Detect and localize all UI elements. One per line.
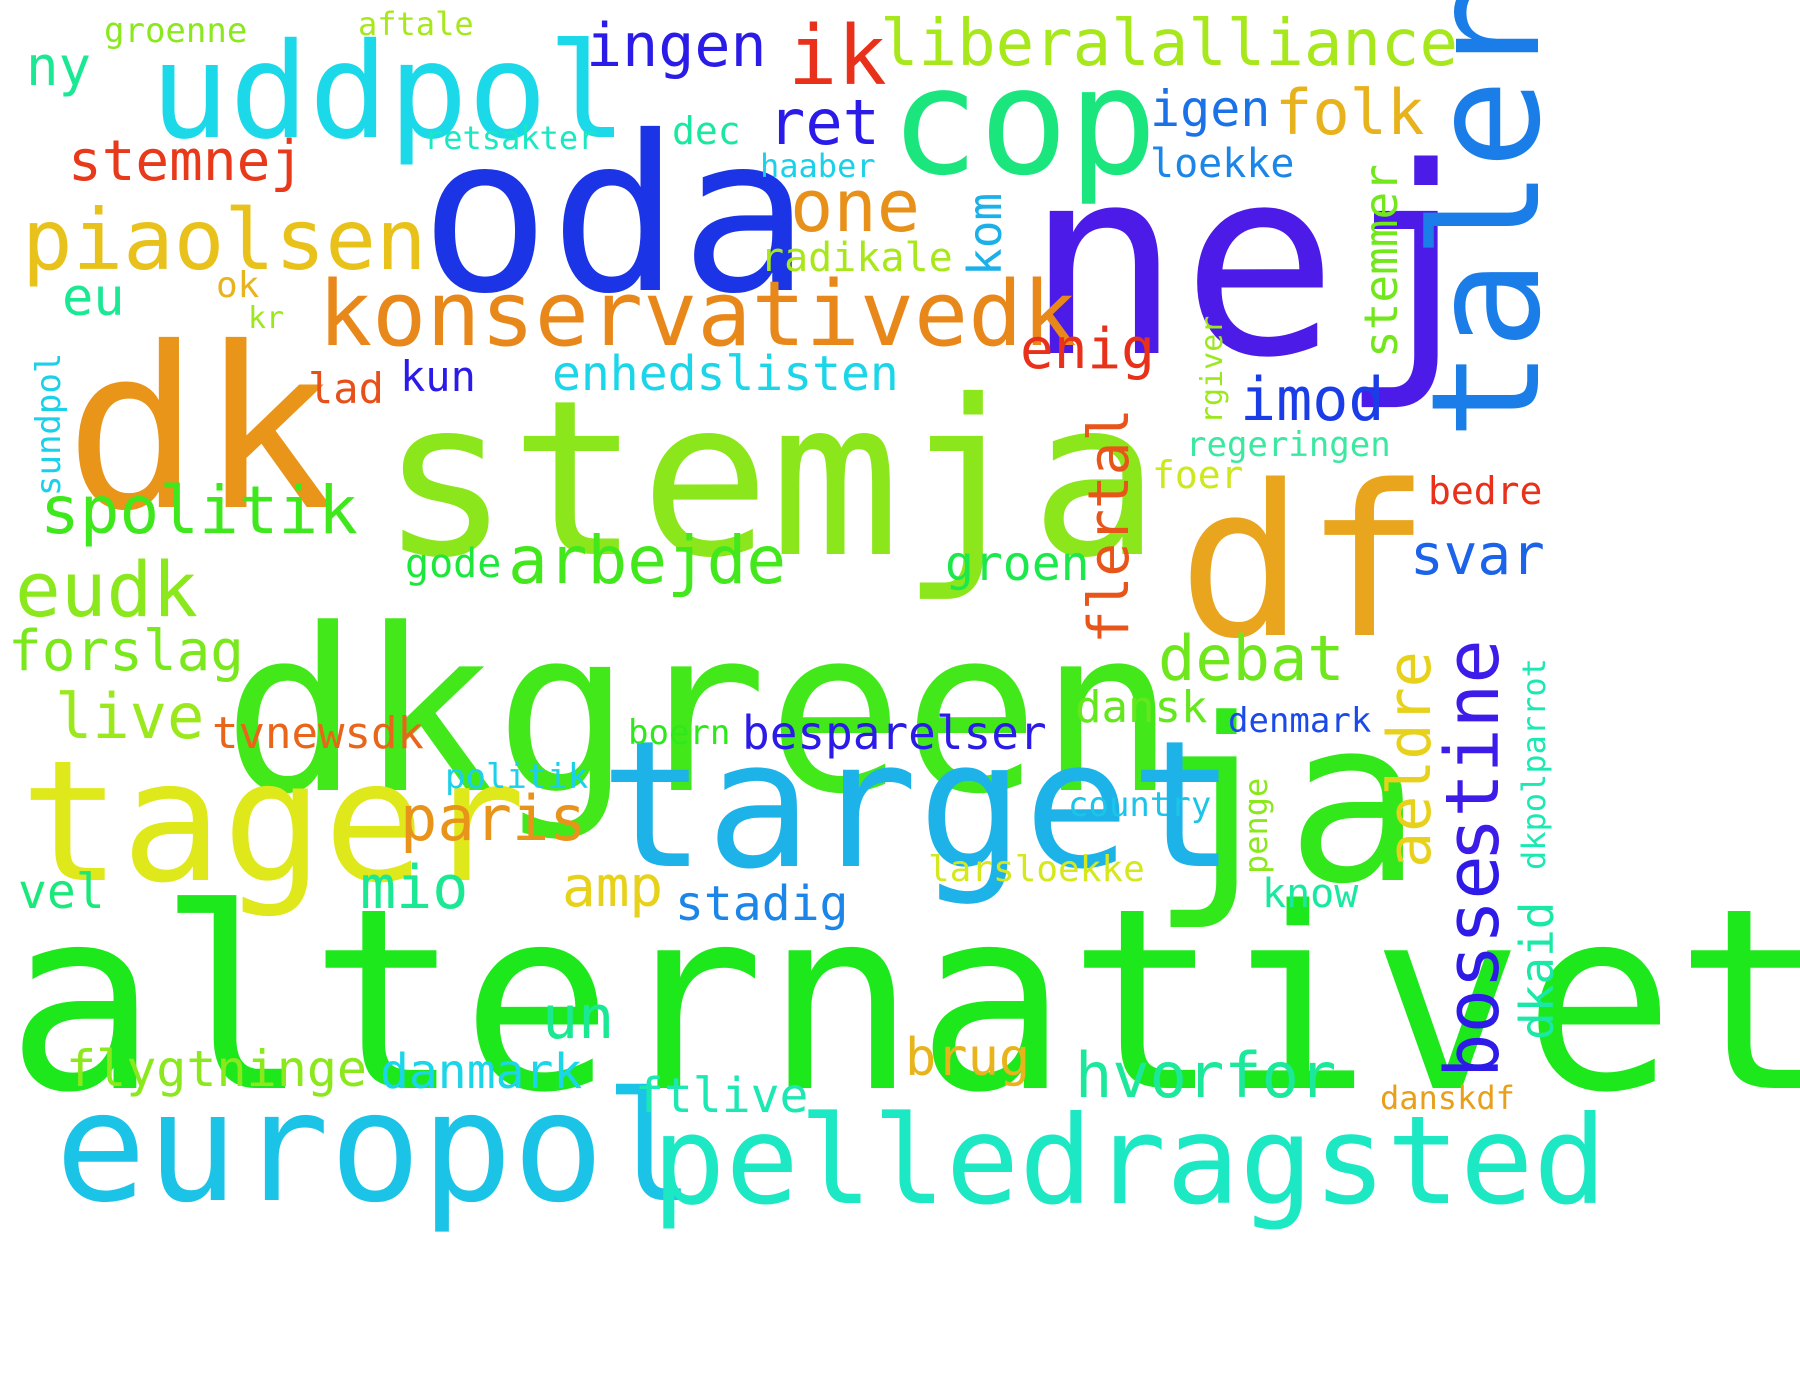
word: cop [890,36,1158,208]
word: igen [1150,80,1271,138]
word: nej [1025,113,1495,415]
word: enig [1020,317,1155,382]
word: piaolsen [22,191,427,289]
word: eudk [15,545,199,634]
word: ingen [586,11,767,81]
word: hvorfor [1075,1039,1337,1112]
word: sundpol [29,352,69,496]
word: brug [905,1028,1031,1088]
word: ret [768,86,880,159]
word: folk [1275,76,1425,149]
word: politik [445,757,589,797]
word: df [1178,440,1431,685]
word: aftale [358,5,474,43]
word: denmark [1228,701,1372,741]
word: europol [55,1059,696,1236]
word: gode [405,541,502,587]
word: tager [20,724,526,920]
word: groen [945,536,1090,592]
word: mio [360,853,469,923]
word: arbejde [508,522,787,599]
word: bedre [1428,469,1543,513]
word: radikale [760,235,953,281]
word: ftlive [635,1068,809,1124]
word: ny [26,35,92,98]
word: foer [1152,453,1244,497]
word: ja [1150,671,1423,934]
word: forslag [8,619,245,684]
word: svar [1410,523,1545,588]
word: kun [400,352,476,401]
word: country [1068,785,1212,825]
word: kom [958,192,1012,276]
word: larsloekke [928,849,1145,890]
word: regeringen [1186,425,1391,465]
word: danskdf [1380,1079,1515,1117]
word: stemmer [1354,164,1408,358]
word: boern [628,713,731,753]
word: dec [672,109,741,153]
word: paris [400,782,587,855]
word: alternativet [6,855,1800,1148]
word: stadig [675,876,849,932]
word: retsakter [424,119,598,157]
word: amp [562,855,664,920]
word: bosse [1430,855,1516,1078]
word: ok [216,265,260,306]
word: live [55,680,205,753]
word: danmark [380,1044,583,1100]
word: vel [18,864,105,920]
word: ik [788,9,887,104]
word: lad [308,364,384,413]
word: oda [420,90,811,341]
word: debat [1158,622,1345,695]
word: penge [1237,777,1275,874]
word: rgiver [1195,315,1230,424]
word: besparelser [742,706,1047,760]
word: uddpol [150,15,627,169]
word: eu [62,268,125,328]
word: stemja [380,354,1161,605]
word: imod [1240,365,1385,435]
word: liberalalliance [880,7,1458,81]
word: know [1262,871,1359,917]
word: dkpolparrot [1515,658,1553,870]
word: dkaid [1510,901,1564,1040]
word: un [542,983,615,1053]
word: dansk [1075,682,1208,733]
word: stine [1430,639,1516,862]
word: stemnej [68,129,305,194]
word: target [600,703,1236,908]
word: pelledragsted [652,1090,1607,1232]
word: dk [65,299,335,560]
word: haaber [760,147,876,185]
word: tvnewsdk [212,708,424,759]
word: taler [1400,0,1574,440]
word: groenne [104,11,248,51]
word: spolitik [40,472,358,549]
word: dkgreen [223,581,1176,844]
word: loekke [1150,141,1295,187]
word: konservativedk [318,262,1077,367]
word: flertal [1077,407,1142,644]
word: enhedslisten [552,346,899,402]
word: kr [248,301,285,336]
word: aeldre [1375,651,1445,868]
word: flygtninge [66,1040,368,1098]
word: one [790,164,921,248]
